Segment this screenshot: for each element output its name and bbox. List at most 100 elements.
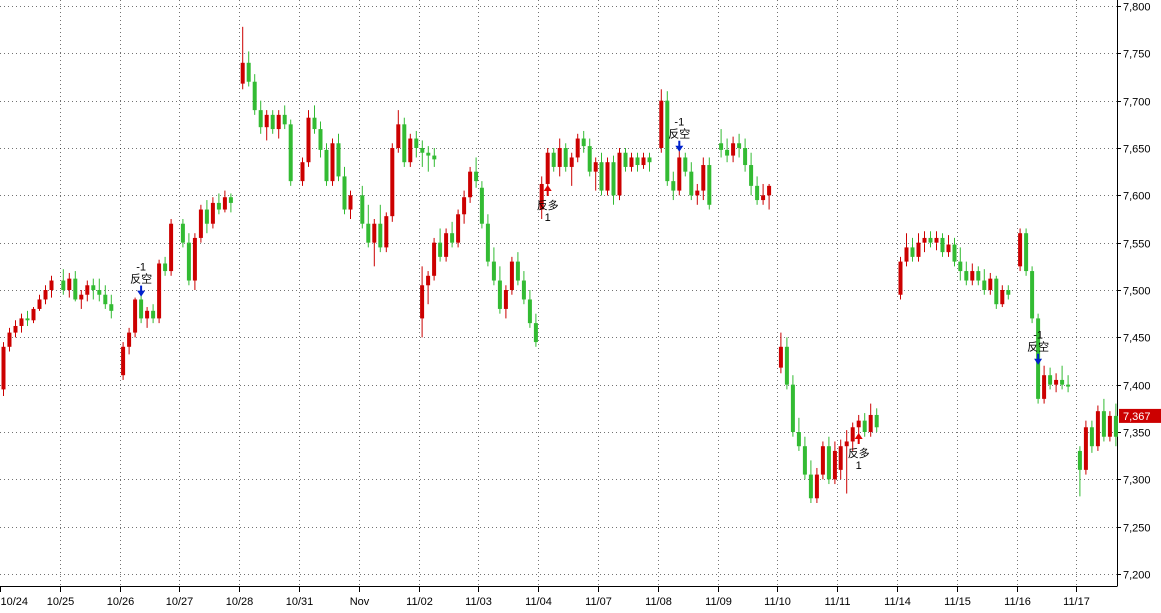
signal-label: 反空 — [130, 272, 152, 286]
candle — [731, 136, 736, 163]
candle-body — [623, 152, 628, 167]
candle-body — [97, 290, 102, 295]
x-tick-label: 11/02 — [406, 596, 433, 608]
x-tick-label: 10/31 — [286, 596, 314, 608]
candle — [629, 152, 634, 172]
candle-body — [222, 197, 227, 210]
candle — [151, 304, 156, 324]
candle — [264, 110, 269, 141]
candle-body — [139, 299, 144, 319]
candle-body — [802, 446, 807, 475]
candle-body — [342, 176, 347, 210]
candle — [366, 204, 371, 248]
candle-body — [904, 247, 909, 262]
candle — [593, 157, 598, 191]
candle-body — [288, 124, 293, 182]
candle-body — [324, 149, 329, 182]
y-tick-label: 7,450 — [1123, 333, 1151, 345]
candle-body — [67, 278, 72, 290]
candle — [145, 307, 150, 328]
candle — [1107, 411, 1112, 442]
candle — [228, 193, 233, 213]
x-tick-label: 11/16 — [1004, 596, 1031, 608]
candle-body — [474, 171, 479, 182]
candle-body — [312, 117, 317, 130]
candle — [402, 117, 407, 167]
candle-body — [533, 323, 538, 343]
x-tick-label: 11/04 — [525, 596, 552, 608]
candle — [288, 119, 293, 186]
candle — [270, 110, 275, 134]
candle — [874, 408, 879, 432]
candle-body — [814, 474, 819, 499]
candle — [707, 157, 712, 210]
candle — [450, 221, 455, 248]
candle — [342, 166, 347, 215]
candle — [1006, 285, 1011, 300]
candle — [737, 133, 742, 158]
candle — [904, 233, 909, 267]
candle — [814, 467, 819, 503]
candle-body — [719, 143, 724, 150]
candle-body — [13, 325, 18, 333]
candle — [778, 332, 783, 374]
y-tick-label: 7,700 — [1123, 97, 1151, 109]
candle-body — [862, 420, 867, 432]
candle — [976, 266, 981, 286]
candle-body — [19, 318, 24, 326]
candle — [1066, 375, 1071, 393]
candle — [767, 183, 772, 210]
candle-body — [432, 155, 437, 160]
candle — [1, 342, 6, 397]
candle-body — [384, 216, 389, 248]
candle-body — [378, 223, 383, 248]
candle-body — [743, 148, 748, 166]
candle-body — [1066, 384, 1071, 387]
candle-body — [850, 427, 855, 442]
candle — [988, 272, 993, 295]
candle — [689, 162, 694, 201]
candle-body — [1107, 415, 1112, 437]
candle — [67, 272, 72, 298]
candle — [133, 297, 138, 338]
candle-body — [629, 157, 634, 167]
candle — [13, 320, 18, 338]
candle-body — [1030, 271, 1035, 319]
candle — [521, 271, 526, 305]
candle — [982, 269, 987, 295]
long-signal: 反多1 — [537, 184, 559, 224]
candle-body — [940, 237, 945, 253]
candle — [318, 121, 323, 158]
x-tick-label: 11/14 — [884, 596, 911, 608]
candle — [192, 233, 197, 290]
candle — [79, 290, 84, 309]
candle-body — [258, 110, 263, 128]
candle — [533, 313, 538, 347]
candle-body — [521, 280, 526, 300]
candle-body — [1077, 450, 1082, 470]
candle — [306, 110, 311, 167]
y-tick-label: 7,550 — [1123, 239, 1151, 251]
candle — [396, 110, 401, 153]
candle-body — [270, 114, 275, 130]
candle-body — [587, 146, 592, 172]
y-tick-label: 7,250 — [1123, 523, 1151, 535]
candle — [360, 185, 365, 229]
candle-body — [396, 124, 401, 148]
short-signal: 反空-1 — [130, 262, 152, 297]
candle — [940, 233, 945, 257]
y-tick-label: 7,600 — [1123, 191, 1151, 203]
candle-body — [186, 242, 191, 281]
candle-body — [551, 152, 556, 167]
candle-body — [276, 114, 281, 130]
candle-body — [635, 157, 640, 166]
candle — [605, 157, 610, 196]
candle — [898, 256, 903, 300]
candle — [749, 152, 754, 196]
candle — [139, 294, 144, 324]
candle-body — [826, 446, 831, 480]
candle-body — [61, 280, 66, 290]
candle-body — [462, 197, 467, 215]
candle — [946, 235, 951, 257]
candle-body — [737, 143, 742, 148]
